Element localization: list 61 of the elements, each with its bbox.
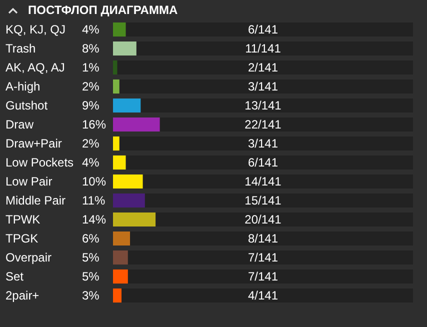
text: 2% [82,80,100,94]
text: 5% [82,270,100,284]
data-label: 13/141 [244,98,282,112]
text: 4% [82,22,100,36]
text: 16% [82,118,106,132]
bar [113,98,141,113]
bar [113,136,120,151]
y-tick-label: TPGK [6,232,38,246]
bar [113,117,160,132]
data-label: 7/141 [248,250,278,264]
y-tick-label: TPWK [6,212,40,226]
data-label: 15/141 [244,194,282,208]
data-label: 11/141 [245,42,282,56]
y-tick-label: Gutshot [6,98,48,112]
data-label: 7/141 [248,270,278,284]
bar [113,155,126,170]
y-tick-label: Set [6,270,24,284]
bar [113,212,156,227]
data-label: 20/141 [244,212,282,226]
data-label: 6/141 [248,156,278,170]
data-label: 2/141 [248,60,278,74]
y-tick-label: KQ, KJ, QJ [6,22,66,36]
text: 8% [82,42,100,56]
y-tick-label: Low Pockets [6,156,74,170]
text: 14% [82,212,106,226]
data-label: 4/141 [248,288,278,302]
bar [113,79,120,94]
text: 4% [82,156,100,170]
text: 1% [82,60,100,74]
bar [113,22,126,37]
text: 11% [82,194,106,208]
data-label: 6/141 [248,22,278,36]
text: 10% [82,174,106,188]
data-label: 14/141 [244,174,282,188]
y-tick-label: Draw [6,118,34,132]
bar [113,269,128,284]
bar [113,231,130,246]
data-label: 3/141 [248,80,278,94]
y-tick-label: Draw+Pair [6,136,62,150]
text: 6% [82,232,100,246]
bar [113,41,136,56]
text: 9% [82,98,100,112]
bar [113,250,128,265]
y-tick-label: AK, AQ, AJ [6,60,65,74]
y-tick-label: A-high [6,80,40,94]
y-tick-label: 2pair+ [6,288,40,302]
chart-title: ПОСТФЛОП ДИАГРАММА [28,3,178,17]
y-tick-label: Trash [6,42,36,56]
bar [113,60,118,75]
text: 3% [82,288,100,302]
bar [113,288,122,303]
y-tick-label: Overpair [6,250,52,264]
data-label: 8/141 [248,232,278,246]
text: 2% [82,136,100,150]
y-tick-label: Low Pair [6,174,52,188]
text: 5% [82,250,100,264]
y-tick-label: Middle Pair [6,194,66,208]
bar [113,174,143,189]
data-label: 22/141 [244,118,282,132]
data-label: 3/141 [248,136,278,150]
bar [113,193,145,208]
